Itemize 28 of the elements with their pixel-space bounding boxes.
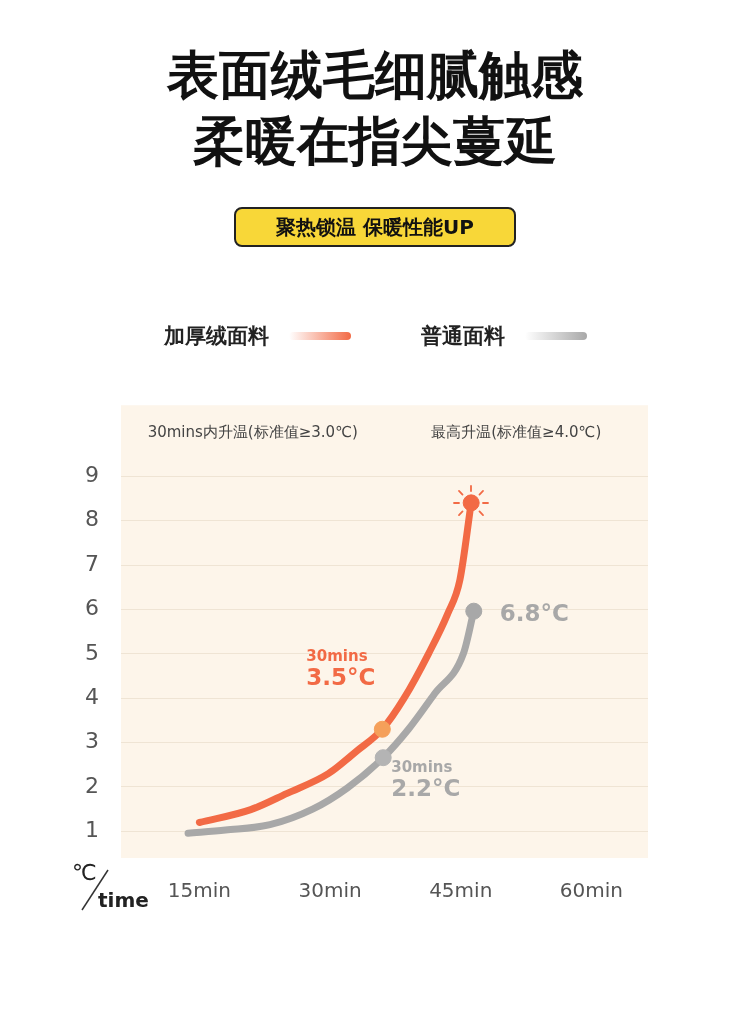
x-tick-label: 60min — [559, 878, 623, 903]
annotation: 6.8°C — [499, 600, 569, 627]
point — [465, 602, 483, 620]
y-tick-label: 1 — [85, 817, 99, 843]
annotation: 30mins内升温(标准值≥3.0℃) — [147, 423, 358, 442]
x-axis-title: time — [98, 888, 149, 913]
chart-subtitle: 聚热锁温 保暖性能UP — [234, 207, 516, 247]
legend-label: 普通面料 — [420, 323, 505, 350]
point — [462, 494, 480, 512]
chart-title: 表面绒毛细腻触感柔暖在指尖蔓延 — [166, 44, 584, 173]
annotation: 30mins 3.5°C — [306, 647, 376, 691]
x-tick-label: 45min — [429, 878, 493, 903]
y-tick-label: 3 — [85, 728, 99, 754]
y-tick-label: 5 — [85, 639, 99, 665]
y-tick-label: 4 — [85, 683, 99, 709]
x-tick-label: 15min — [167, 878, 231, 903]
annotation: 30mins 2.2°C — [391, 757, 461, 801]
annotation: 最高升温(标准值≥4.0℃) — [431, 423, 602, 442]
y-tick-label: 7 — [85, 550, 99, 576]
x-tick-label: 30min — [298, 878, 362, 903]
y-axis-title: ℃ — [72, 859, 97, 885]
y-tick-label: 9 — [85, 461, 99, 487]
y-tick-label: 6 — [85, 595, 99, 621]
y-tick-label: 8 — [85, 506, 99, 532]
point — [373, 720, 391, 738]
y-tick-label: 2 — [85, 772, 99, 798]
point — [374, 749, 392, 767]
legend-label: 加厚绒面料 — [163, 323, 269, 350]
